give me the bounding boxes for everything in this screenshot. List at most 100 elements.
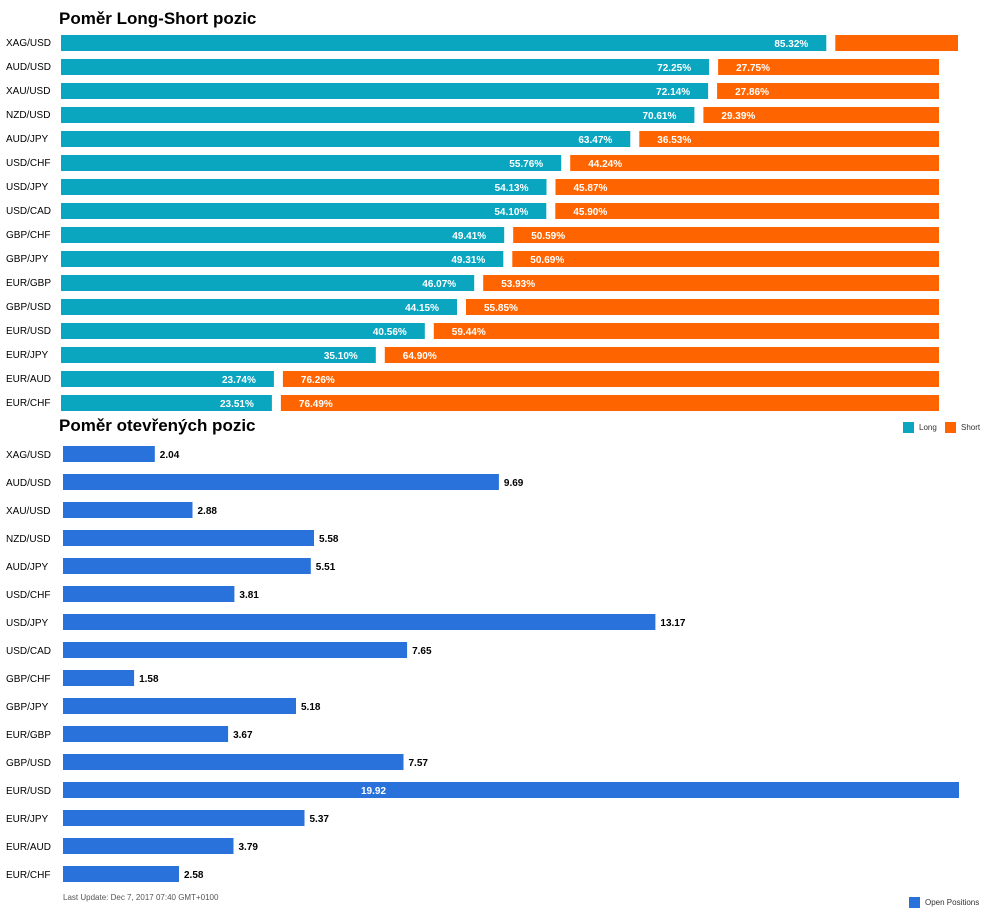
short-value-label: 50.69% <box>530 255 564 266</box>
open-positions-bar <box>63 670 135 686</box>
long-bar <box>61 155 562 171</box>
open-positions-bar <box>63 502 193 518</box>
category-label: USD/CHF <box>6 590 50 601</box>
open-value-label: 19.92 <box>361 786 386 797</box>
category-label: USD/CHF <box>6 158 50 169</box>
short-value-label: 36.53% <box>657 135 691 146</box>
long-value-label: 72.14% <box>656 87 690 98</box>
short-value-label: 44.24% <box>588 159 622 170</box>
short-value-label: 55.85% <box>484 303 518 314</box>
short-value-label: 76.49% <box>299 399 333 410</box>
open-positions-bar <box>63 614 656 630</box>
long-value-label: 85.32% <box>774 39 808 50</box>
short-value-label: 27.75% <box>736 63 770 74</box>
category-label: USD/JPY <box>6 618 49 629</box>
open-positions-bar <box>63 782 959 798</box>
long-value-label: 49.41% <box>452 231 486 242</box>
category-label: NZD/USD <box>6 110 50 121</box>
legend-open-swatch <box>909 897 920 908</box>
short-value-label: 27.86% <box>735 87 769 98</box>
category-label: EUR/CHF <box>6 870 50 881</box>
long-value-label: 54.10% <box>494 207 528 218</box>
category-label: GBP/USD <box>6 302 51 313</box>
legend-short: Short <box>945 422 980 433</box>
short-bar <box>280 395 939 411</box>
category-label: GBP/CHF <box>6 674 50 685</box>
long-value-label: 63.47% <box>578 135 612 146</box>
legend-open-label: Open Positions <box>925 898 980 907</box>
category-label: GBP/JPY <box>6 254 49 265</box>
long-value-label: 23.74% <box>222 375 256 386</box>
category-label: XAU/USD <box>6 506 50 517</box>
short-bar <box>835 35 958 51</box>
short-bar <box>466 299 939 315</box>
short-bar <box>639 131 939 147</box>
category-label: XAG/USD <box>6 450 51 461</box>
short-bar <box>512 251 939 267</box>
category-label: EUR/AUD <box>6 842 51 853</box>
long-bar <box>61 203 547 219</box>
long-bar <box>61 371 274 387</box>
legend-open-positions: Open Positions <box>909 897 979 908</box>
open-positions-bar <box>63 586 235 602</box>
open-value-label: 5.51 <box>316 562 336 573</box>
category-label: USD/CAD <box>6 646 51 657</box>
open-positions-bar <box>63 474 499 490</box>
open-positions-bar <box>63 726 229 742</box>
open-positions-bar <box>63 698 296 714</box>
short-value-label: 59.44% <box>452 327 486 338</box>
open-value-label: 13.17 <box>660 618 685 629</box>
short-bar <box>718 59 939 75</box>
category-label: AUD/JPY <box>6 134 49 145</box>
short-bar <box>555 179 939 195</box>
last-update-text: Last Update: Dec 7, 2017 07:40 GMT+0100 <box>63 893 219 902</box>
category-label: USD/CAD <box>6 206 51 217</box>
open-value-label: 7.65 <box>412 646 432 657</box>
long-value-label: 35.10% <box>324 351 358 362</box>
long-value-label: 23.51% <box>220 399 254 410</box>
open-value-label: 2.88 <box>198 506 218 517</box>
open-positions-bar <box>63 838 234 854</box>
open-positions-bar <box>63 558 311 574</box>
long-value-label: 70.61% <box>642 111 676 122</box>
short-bar <box>717 83 939 99</box>
long-value-label: 49.31% <box>451 255 485 266</box>
open-value-label: 3.67 <box>233 730 253 741</box>
open-positions-bar <box>63 530 314 546</box>
short-bar <box>513 227 939 243</box>
category-label: EUR/USD <box>6 786 51 797</box>
open-positions-chart-title: Poměr otevřených pozic <box>59 416 256 435</box>
long-bar <box>61 227 505 243</box>
short-bar <box>483 275 939 291</box>
category-label: EUR/USD <box>6 326 51 337</box>
open-value-label: 9.69 <box>504 478 524 489</box>
short-value-label: 53.93% <box>501 279 535 290</box>
long-bar <box>61 35 827 51</box>
long-value-label: 40.56% <box>373 327 407 338</box>
legend-long: Long <box>903 422 937 433</box>
open-value-label: 2.58 <box>184 870 204 881</box>
legend-short-label: Short <box>961 423 981 432</box>
long-value-label: 72.25% <box>657 63 691 74</box>
short-bar <box>384 347 939 363</box>
category-label: XAG/USD <box>6 38 51 49</box>
category-label: EUR/CHF <box>6 398 50 409</box>
long-bar <box>61 395 272 411</box>
open-positions-bar <box>63 866 179 882</box>
long-value-label: 54.13% <box>495 183 529 194</box>
open-value-label: 5.58 <box>319 534 339 545</box>
short-bar <box>282 371 939 387</box>
short-value-label: 29.39% <box>721 111 755 122</box>
long-bar <box>61 59 710 75</box>
open-value-label: 7.57 <box>409 758 429 769</box>
long-value-label: 55.76% <box>509 159 543 170</box>
long-bar <box>61 299 457 315</box>
open-value-label: 5.18 <box>301 702 321 713</box>
category-label: AUD/USD <box>6 478 51 489</box>
short-value-label: 45.87% <box>574 183 608 194</box>
short-value-label: 64.90% <box>403 351 437 362</box>
short-value-label: 45.90% <box>573 207 607 218</box>
category-label: GBP/USD <box>6 758 51 769</box>
short-bar <box>555 203 939 219</box>
